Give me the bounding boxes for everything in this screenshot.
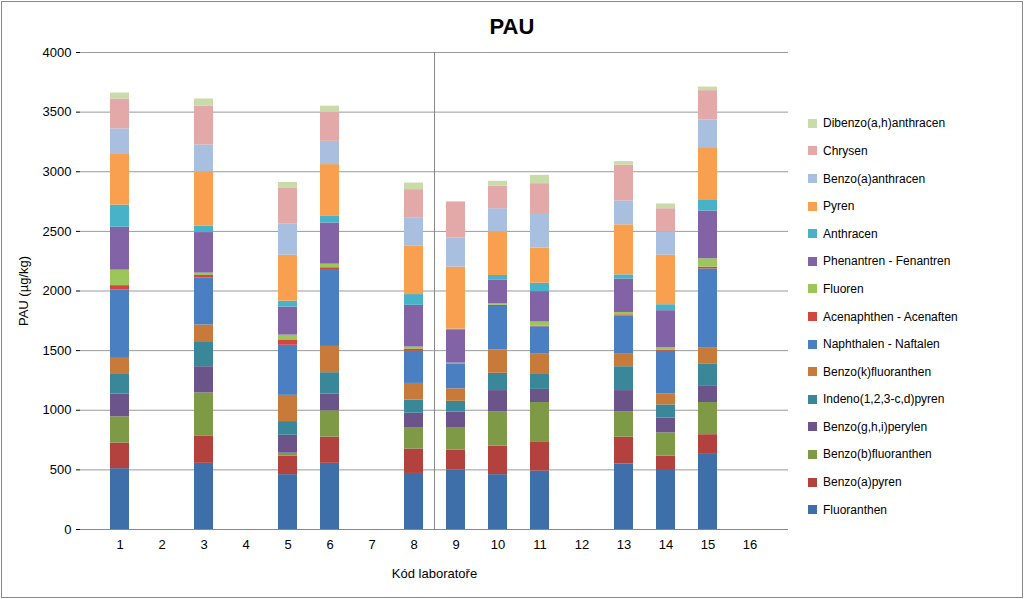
html-text:Anthracen: Anthracen <box>823 226 878 241</box>
svg-text:10: 10 <box>491 537 505 552</box>
svg-text:0: 0 <box>64 522 71 537</box>
svg-text:500: 500 <box>50 462 72 477</box>
html-text:Benzo(a)pyren: Benzo(a)pyren <box>823 475 902 490</box>
svg-text:6: 6 <box>326 537 333 552</box>
svg-text:7: 7 <box>368 537 375 552</box>
svg-text:2500: 2500 <box>43 224 72 239</box>
svg-text:4000: 4000 <box>43 45 72 60</box>
svg-text:3500: 3500 <box>43 104 72 119</box>
html-text:Benzo(k)fluoranthen: Benzo(k)fluoranthen <box>823 364 932 379</box>
svg-text:1: 1 <box>116 537 123 552</box>
svg-text:8: 8 <box>410 537 417 552</box>
svg-text:Kód laboratoře: Kód laboratoře <box>392 566 477 581</box>
html-text:Naphthalen - Naftalen: Naphthalen - Naftalen <box>823 337 940 352</box>
html-text:Chrysen: Chrysen <box>823 143 868 158</box>
svg-text:PAU (µg/kg): PAU (µg/kg) <box>16 256 31 326</box>
svg-text:2: 2 <box>158 537 165 552</box>
html-text:Fluoranthen: Fluoranthen <box>823 502 887 517</box>
html-text:Benzo(g,h,i)perylen: Benzo(g,h,i)perylen <box>823 419 928 434</box>
html-text:Phenantren - Fenantren: Phenantren - Fenantren <box>823 254 951 269</box>
html-text:Dibenzo(a,h)anthracen: Dibenzo(a,h)anthracen <box>823 116 946 131</box>
html-text:Acenaphthen - Acenaften: Acenaphthen - Acenaften <box>823 309 958 324</box>
svg-text:15: 15 <box>701 537 715 552</box>
svg-text:4: 4 <box>242 537 249 552</box>
html-text:Benzo(a)anthracen: Benzo(a)anthracen <box>823 171 926 186</box>
html-text:Benzo(b)fluoranthen: Benzo(b)fluoranthen <box>823 447 932 462</box>
svg-text:1000: 1000 <box>43 402 72 417</box>
svg-text:11: 11 <box>533 537 547 552</box>
svg-text:2000: 2000 <box>43 283 72 298</box>
svg-text:13: 13 <box>617 537 631 552</box>
html-text:Pyren: Pyren <box>823 199 855 214</box>
svg-text:5: 5 <box>284 537 291 552</box>
svg-text:1500: 1500 <box>43 343 72 358</box>
svg-text:14: 14 <box>659 537 673 552</box>
svg-text:3: 3 <box>200 537 207 552</box>
html-text:Fluoren: Fluoren <box>823 281 864 296</box>
svg-text:9: 9 <box>452 537 459 552</box>
svg-text:12: 12 <box>575 537 589 552</box>
svg-text:3000: 3000 <box>43 164 72 179</box>
html-text:Indeno(1,2,3-c,d)pyren: Indeno(1,2,3-c,d)pyren <box>823 392 945 407</box>
html-text:PAU: PAU <box>489 14 535 39</box>
svg-text:16: 16 <box>743 537 757 552</box>
